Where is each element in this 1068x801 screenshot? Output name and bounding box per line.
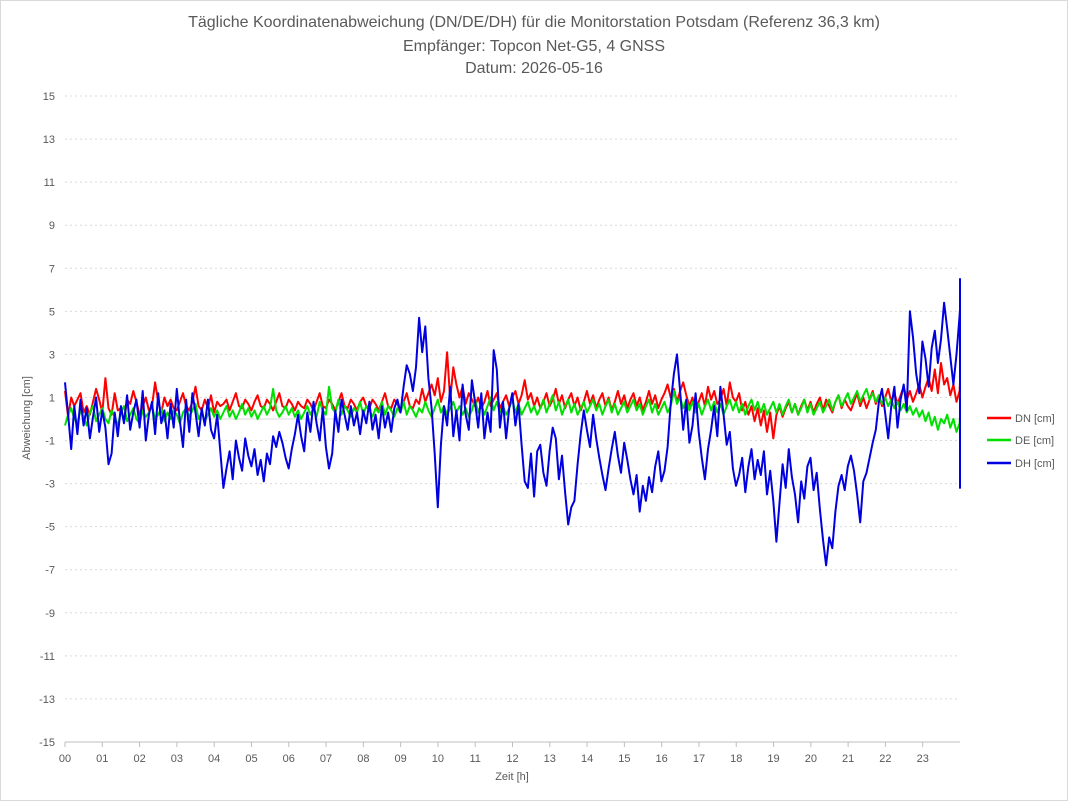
y-axis-ticks: 15 13 11 9 7 5 3 1 -1 -3 -5 -7 -9 -11 -13 -15 xyxy=(39,91,55,749)
legend-label: DN [cm] xyxy=(1015,413,1055,425)
y-tick-label: -15 xyxy=(39,737,55,749)
y-tick-label: 11 xyxy=(44,177,55,189)
y-tick-label: -3 xyxy=(45,479,55,491)
x-tick-label: 17 xyxy=(693,753,705,765)
y-tick-label: -1 xyxy=(45,436,55,448)
y-tick-label: -7 xyxy=(45,565,55,577)
x-tick-label: 09 xyxy=(395,753,407,765)
x-tick-label: 12 xyxy=(506,753,518,765)
y-tick-label: 9 xyxy=(49,220,55,232)
x-tick-label: 05 xyxy=(245,753,257,765)
series-lines xyxy=(64,278,961,567)
x-tick-label: 06 xyxy=(283,753,295,765)
x-tick-label: 10 xyxy=(432,753,444,765)
legend-label: DH [cm] xyxy=(1015,458,1055,470)
y-tick-label: 7 xyxy=(49,263,55,275)
x-tick-label: 01 xyxy=(96,753,108,765)
chart-title: Tägliche Koordinatenabweichung (DN/DE/DH… xyxy=(188,14,880,31)
chart-subtitle-receiver: Empfänger: Topcon Net-G5, 4 GNSS xyxy=(402,38,666,55)
y-tick-label: 1 xyxy=(49,392,55,404)
x-tick-label: 23 xyxy=(917,753,929,765)
x-tick-label: 18 xyxy=(730,753,742,765)
y-tick-label: -9 xyxy=(45,608,55,620)
y-axis-label: Abweichung [cm] xyxy=(21,376,33,460)
y-tick-label: 3 xyxy=(49,349,55,361)
y-tick-label: 5 xyxy=(49,306,55,318)
x-tick-label: 16 xyxy=(656,753,668,765)
y-tick-label: -5 xyxy=(45,522,55,534)
legend-label: DE [cm] xyxy=(1015,435,1054,447)
y-tick-label: 13 xyxy=(43,134,55,146)
x-tick-label: 22 xyxy=(879,753,891,765)
legend: DN [cm] DE [cm] DH [cm] xyxy=(987,413,1055,470)
x-tick-label: 13 xyxy=(544,753,556,765)
y-tick-label: 15 xyxy=(43,91,55,103)
x-tick-label: 14 xyxy=(581,753,593,765)
y-tick-label: -13 xyxy=(39,694,55,706)
y-tick-label: -11 xyxy=(40,651,55,663)
x-tick-label: 02 xyxy=(133,753,145,765)
x-tick-label: 08 xyxy=(357,753,369,765)
x-tick-label: 11 xyxy=(469,753,480,765)
x-axis-ticks: 00 01 02 03 04 05 06 07 08 09 10 11 12 13 14 15 16 17 18 19… xyxy=(59,742,929,765)
series-line-dh xyxy=(64,278,961,567)
x-axis-label: Zeit [h] xyxy=(495,771,529,783)
x-tick-label: 03 xyxy=(171,753,183,765)
x-tick-label: 07 xyxy=(320,753,332,765)
x-tick-label: 15 xyxy=(618,753,630,765)
x-tick-label: 00 xyxy=(59,753,71,765)
x-tick-label: 04 xyxy=(208,753,220,765)
x-tick-label: 21 xyxy=(842,753,854,765)
x-tick-label: 20 xyxy=(805,753,817,765)
x-tick-label: 19 xyxy=(767,753,779,765)
chart-subtitle-date: Datum: 2026-05-16 xyxy=(465,60,603,77)
